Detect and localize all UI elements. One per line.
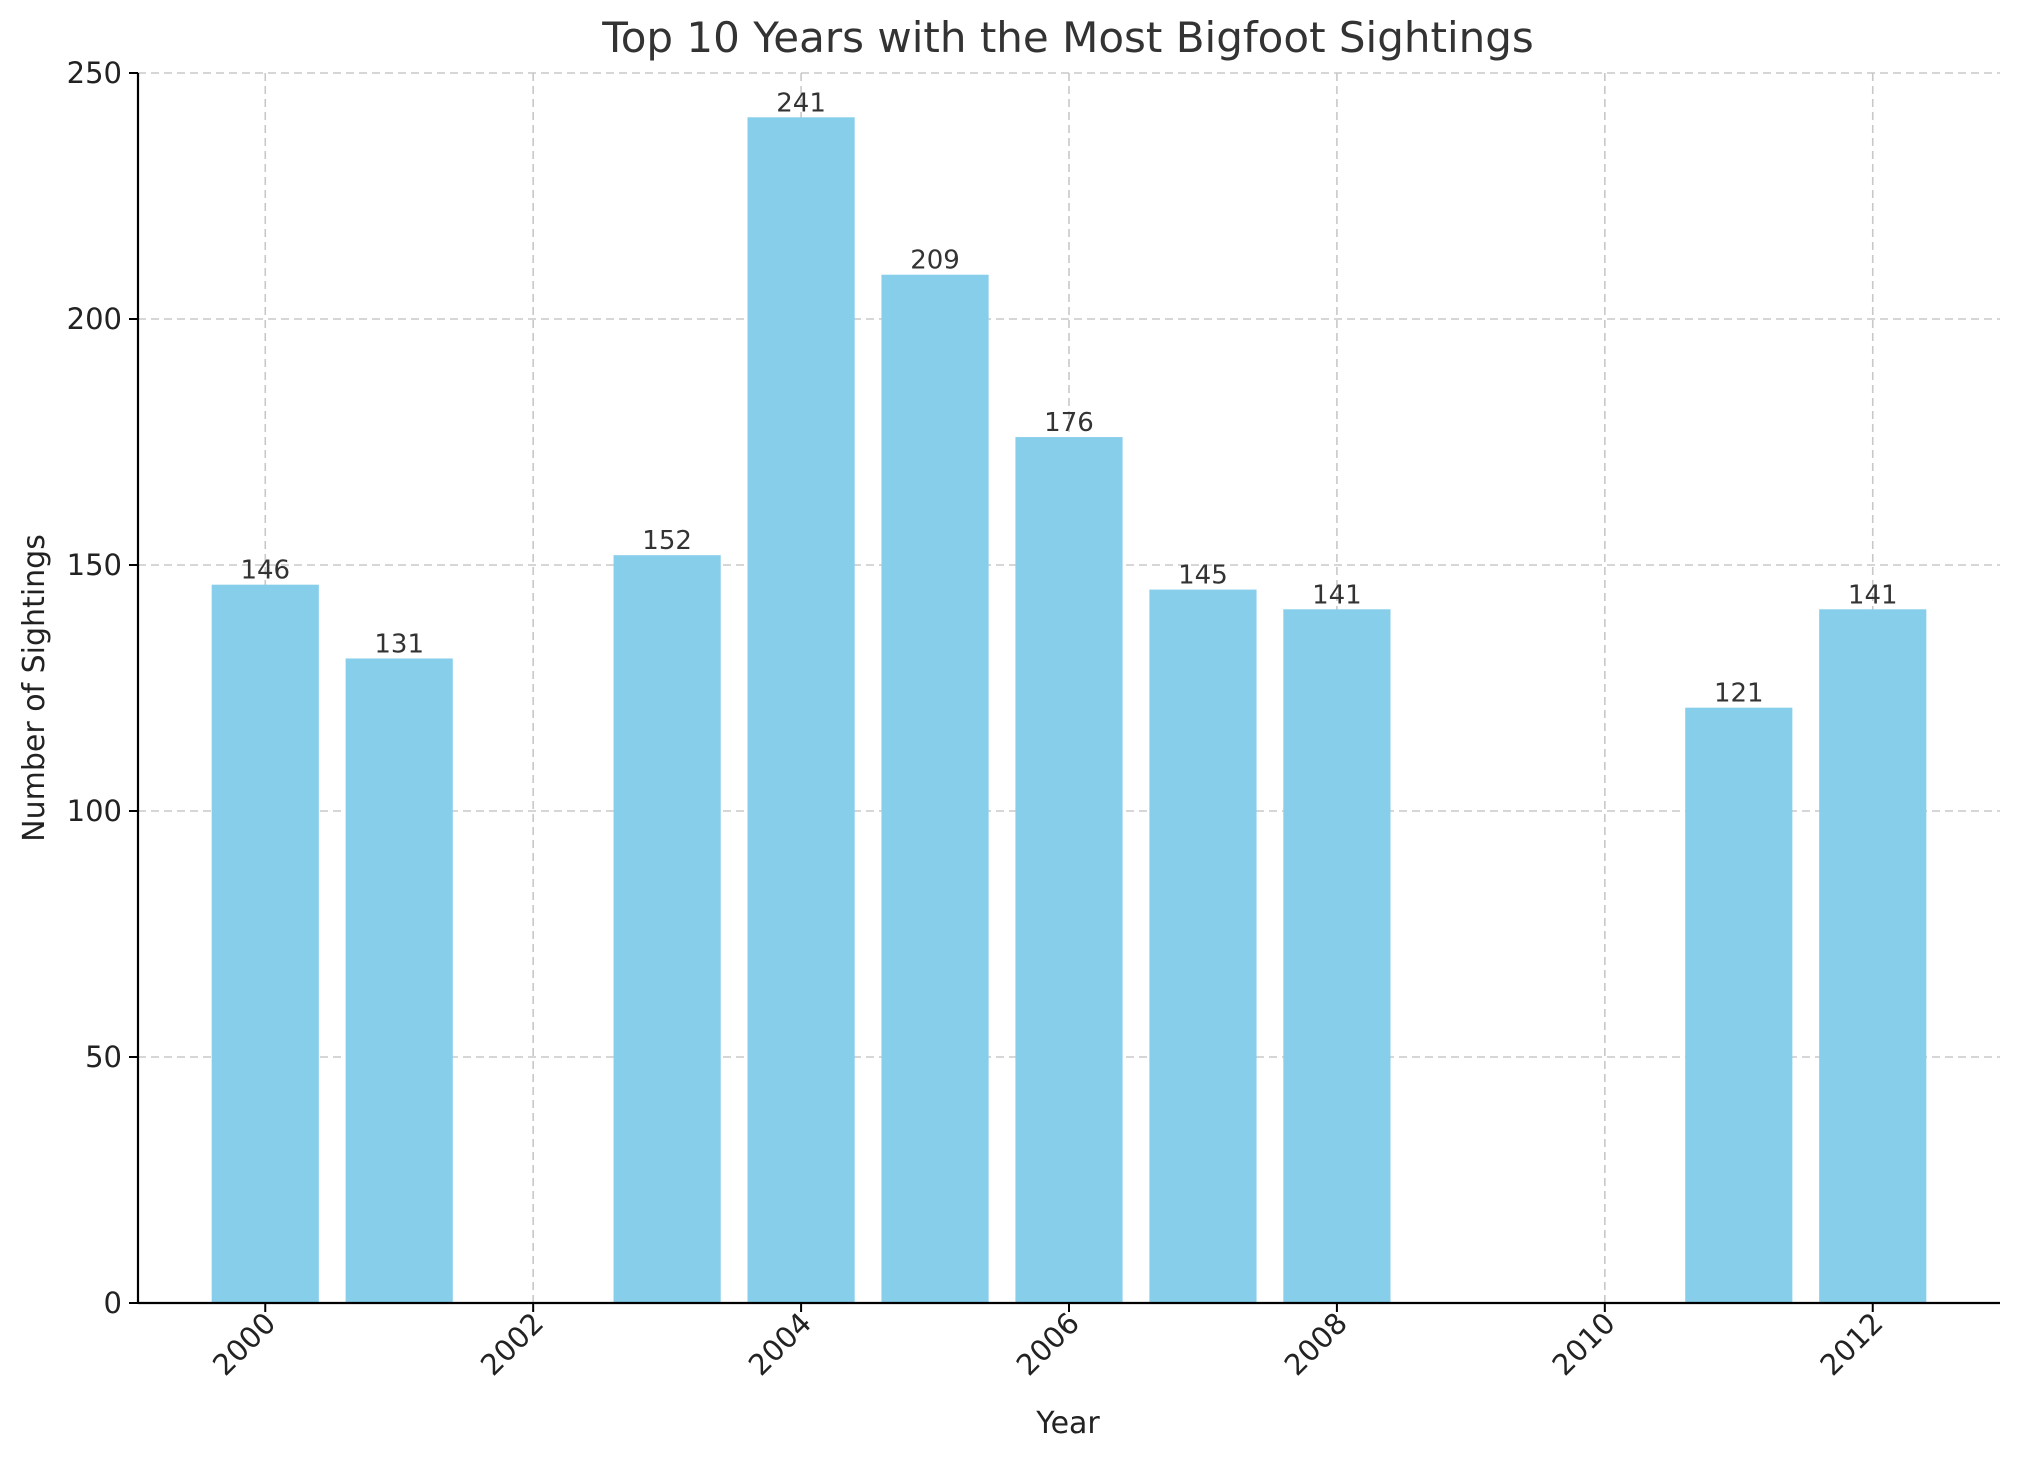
- data-label-2012: 141: [1848, 580, 1898, 610]
- y-tick-label: 150: [67, 548, 122, 582]
- data-labels: 146 131 152 241 209 176 145 141 121 141: [240, 88, 1897, 708]
- x-tick-label: 2010: [1546, 1306, 1622, 1382]
- bar-2007: [1149, 589, 1257, 1303]
- y-tick-label: 0: [104, 1286, 122, 1320]
- bar-2006: [1015, 437, 1123, 1304]
- bars: [211, 117, 1927, 1304]
- data-label-2001: 131: [374, 629, 424, 659]
- x-tick-label: 2008: [1278, 1306, 1354, 1382]
- data-label-2011: 121: [1714, 679, 1764, 709]
- chart-title: Top 10 Years with the Most Bigfoot Sight…: [601, 13, 1534, 62]
- data-label-2006: 176: [1044, 408, 1094, 438]
- bar-2011: [1685, 707, 1793, 1303]
- bar-2000: [211, 584, 319, 1303]
- x-tick-label: 2006: [1010, 1306, 1086, 1382]
- y-axis-label: Number of Sightings: [17, 534, 52, 842]
- bar-2003: [613, 555, 721, 1303]
- data-label-2005: 209: [910, 246, 960, 276]
- x-tick-label: 2012: [1813, 1306, 1889, 1382]
- data-label-2003: 152: [642, 526, 692, 556]
- bar-2004: [747, 117, 855, 1303]
- data-label-2000: 146: [240, 556, 290, 586]
- bar-2012: [1819, 609, 1927, 1303]
- x-axis-label: Year: [1035, 1406, 1100, 1441]
- y-tick-label: 50: [85, 1040, 122, 1074]
- bar-2008: [1283, 609, 1391, 1303]
- data-label-2004: 241: [776, 88, 826, 118]
- y-tick-label: 250: [67, 56, 122, 90]
- bar-2005: [881, 274, 989, 1304]
- x-tick-label: 2000: [206, 1306, 282, 1382]
- data-label-2008: 141: [1312, 580, 1362, 610]
- x-tick-label: 2002: [474, 1306, 550, 1382]
- x-tick-label: 2004: [742, 1306, 818, 1382]
- bar-2001: [345, 658, 453, 1303]
- data-label-2007: 145: [1178, 561, 1228, 591]
- y-tick-label: 100: [67, 794, 122, 828]
- y-tick-label: 200: [67, 302, 122, 336]
